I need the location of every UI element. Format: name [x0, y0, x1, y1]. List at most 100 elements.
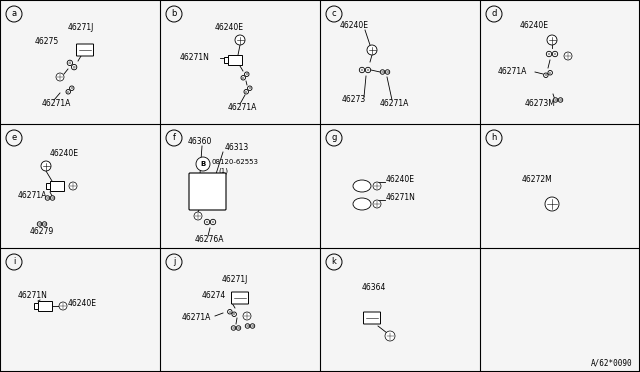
FancyBboxPatch shape [77, 44, 93, 56]
Text: 46271N: 46271N [180, 54, 210, 62]
Circle shape [37, 222, 42, 226]
Circle shape [235, 35, 245, 45]
Circle shape [45, 196, 50, 200]
Bar [228, 55, 242, 65]
Circle shape [486, 6, 502, 22]
Text: 46273: 46273 [342, 96, 366, 105]
Text: k: k [332, 257, 337, 266]
Text: 46271A: 46271A [182, 314, 211, 323]
Text: j: j [173, 257, 175, 266]
Circle shape [373, 182, 381, 190]
Text: d: d [492, 10, 497, 19]
Circle shape [380, 70, 385, 74]
Text: 46271A: 46271A [498, 67, 527, 77]
Text: 46240E: 46240E [386, 176, 415, 185]
Text: 46276A: 46276A [195, 234, 225, 244]
Circle shape [72, 64, 77, 70]
Text: 46240E: 46240E [215, 23, 244, 32]
Text: e: e [12, 134, 17, 142]
Circle shape [166, 254, 182, 270]
Circle shape [231, 326, 236, 330]
Text: 46271J: 46271J [222, 276, 248, 285]
Ellipse shape [353, 198, 371, 210]
Text: 46271A: 46271A [380, 99, 410, 109]
Text: 46271J: 46271J [68, 23, 94, 32]
Circle shape [486, 6, 502, 22]
Text: 46271N: 46271N [386, 193, 416, 202]
Text: (1): (1) [218, 168, 228, 174]
Text: 46271A: 46271A [18, 192, 47, 201]
Circle shape [6, 130, 22, 146]
Circle shape [41, 161, 51, 171]
Circle shape [67, 60, 72, 65]
Circle shape [543, 73, 548, 77]
Circle shape [69, 182, 77, 190]
Circle shape [486, 6, 502, 22]
Text: b: b [172, 10, 177, 19]
Text: c: c [492, 10, 496, 19]
Circle shape [564, 52, 572, 60]
Text: g: g [332, 134, 337, 142]
Circle shape [204, 219, 210, 225]
Bar [50, 181, 64, 191]
Text: 46240E: 46240E [520, 20, 549, 29]
FancyBboxPatch shape [364, 312, 381, 324]
Text: 46360: 46360 [188, 138, 212, 147]
Text: 46271A: 46271A [228, 103, 257, 112]
Text: 46272M: 46272M [522, 176, 553, 185]
Circle shape [241, 76, 246, 80]
Text: a: a [12, 10, 17, 19]
Text: f: f [173, 134, 175, 142]
Text: 46274: 46274 [202, 292, 227, 301]
Circle shape [250, 324, 255, 328]
Circle shape [373, 200, 381, 208]
Circle shape [66, 90, 70, 94]
Circle shape [245, 324, 250, 328]
Text: 46271N: 46271N [18, 292, 48, 301]
Circle shape [244, 72, 249, 77]
Text: 46313: 46313 [225, 144, 249, 153]
Circle shape [232, 312, 236, 317]
Circle shape [545, 197, 559, 211]
Circle shape [244, 90, 248, 94]
Circle shape [59, 302, 67, 310]
Bar [38, 301, 52, 311]
Text: d: d [492, 10, 497, 19]
Ellipse shape [353, 180, 371, 192]
Circle shape [196, 157, 210, 171]
Circle shape [385, 331, 395, 341]
Text: 46275: 46275 [35, 38, 60, 46]
Circle shape [553, 98, 557, 102]
Circle shape [367, 45, 377, 55]
Circle shape [236, 326, 241, 330]
Circle shape [547, 35, 557, 45]
Circle shape [385, 70, 390, 74]
Circle shape [6, 254, 22, 270]
Circle shape [194, 212, 202, 220]
FancyBboxPatch shape [232, 292, 248, 304]
Circle shape [6, 6, 22, 22]
Text: 46240E: 46240E [340, 20, 369, 29]
Text: i: i [13, 257, 15, 266]
Circle shape [70, 86, 74, 90]
Circle shape [166, 6, 182, 22]
Circle shape [51, 196, 55, 200]
Bar [46, 183, 50, 189]
Circle shape [228, 310, 232, 314]
Circle shape [547, 51, 552, 57]
Circle shape [365, 67, 371, 73]
Circle shape [326, 130, 342, 146]
Text: 46273M: 46273M [525, 99, 556, 109]
FancyBboxPatch shape [189, 173, 226, 210]
Circle shape [243, 312, 251, 320]
Circle shape [248, 86, 252, 90]
Circle shape [548, 71, 552, 75]
Text: h: h [492, 134, 497, 142]
Text: A/62*0090: A/62*0090 [590, 358, 632, 367]
Circle shape [56, 73, 64, 81]
Text: 46240E: 46240E [50, 150, 79, 158]
Circle shape [166, 130, 182, 146]
Text: c: c [332, 10, 336, 19]
Circle shape [326, 254, 342, 270]
Text: 46279: 46279 [30, 228, 54, 237]
